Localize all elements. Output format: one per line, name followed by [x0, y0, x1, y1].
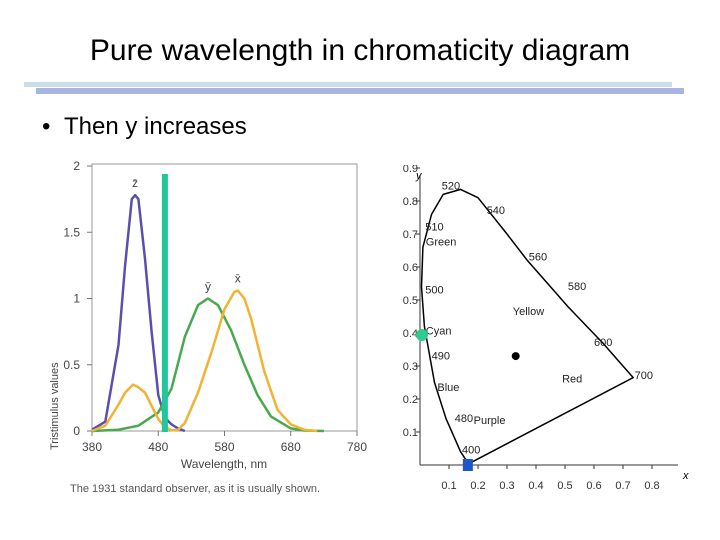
bullet-item: • Then y increases [42, 112, 247, 142]
x-tick-label: 0.3 [499, 480, 514, 492]
y-axis-label: Tristimulus values [49, 362, 61, 450]
x-axis-label: x [682, 470, 689, 482]
x-tick-label: 0.6 [586, 480, 601, 492]
y-bar-label: ȳ [205, 280, 211, 294]
title-rule-dark [36, 88, 684, 94]
x-bar-curve [91, 289, 318, 433]
y-tick-label: 0.4 [403, 328, 418, 340]
wavelength-label: 560 [529, 251, 547, 263]
z-bar-label: z̄ [132, 176, 138, 190]
wavelength-label: 580 [568, 281, 586, 293]
bullet-text: Then y increases [64, 113, 247, 140]
wavelength-label: 500 [425, 284, 443, 296]
region-label: Yellow [513, 306, 544, 318]
y-tick-label: 1 [73, 292, 80, 306]
region-label: Purple [474, 415, 506, 427]
wavelength-label: 540 [487, 205, 505, 217]
wavelength-label: 700 [635, 370, 653, 382]
x-tick-label: 480 [148, 440, 168, 454]
region-label: Green [426, 237, 457, 249]
region-label: Red [562, 374, 582, 386]
blue-point [462, 459, 473, 471]
y-tick-label: 0.3 [403, 361, 418, 373]
region-label: Blue [437, 382, 459, 394]
y-tick-label: 0.9 [403, 165, 418, 175]
y-tick-label: 0.5 [403, 295, 418, 307]
wavelength-label: 480 [455, 413, 473, 425]
title-rule-light [24, 82, 672, 87]
x-axis-label: Wavelength, nm [181, 457, 267, 471]
spectral-locus [420, 188, 634, 465]
y-bar-curve [91, 297, 324, 433]
chart-caption: The 1931 standard observer, as it is usu… [70, 483, 320, 495]
x-tick-label: 780 [347, 440, 367, 454]
x-tick-label: 0.5 [557, 480, 572, 492]
wavelength-label: 510 [425, 222, 443, 234]
region-label: Cyan [426, 326, 452, 338]
y-tick-label: 0.8 [403, 196, 418, 208]
y-axis-label: y [415, 170, 423, 182]
y-tick-label: 0.2 [403, 394, 418, 406]
wavelength-marker-line [161, 174, 168, 432]
x-tick-label: 680 [281, 440, 301, 454]
y-tick-label: 0 [73, 424, 80, 438]
y-tick-label: 0.1 [403, 427, 418, 439]
x-tick-label: 0.7 [615, 480, 630, 492]
bullet-dot-icon: • [42, 113, 51, 140]
x-tick-label: 0.2 [470, 480, 485, 492]
z-bar-curve [91, 193, 186, 433]
cyan-point [416, 329, 428, 341]
x-bar-label: x̄ [235, 272, 241, 286]
y-tick-label: 0.5 [63, 358, 80, 372]
x-tick-label: 0.8 [644, 480, 659, 492]
wavelength-label: 400 [462, 444, 480, 456]
wavelength-label: 600 [594, 337, 612, 349]
wavelength-label: 490 [432, 350, 450, 362]
y-tick-label: 0.7 [403, 229, 418, 241]
x-tick-label: 0.1 [441, 480, 456, 492]
x-tick-label: 0.4 [528, 480, 543, 492]
white-point [511, 352, 520, 361]
x-tick-label: 580 [214, 440, 234, 454]
y-tick-label: 0.6 [403, 262, 418, 274]
slide-title: Pure wavelength in chromaticity diagram [89, 34, 631, 67]
chromaticity-diagram: y x 0.1 0.2 0.3 0.4 0.5 0.6 0.7 0.8 0.9 0.1 0.2 0.3 0.… [403, 165, 689, 492]
x-tick-label: 380 [82, 440, 102, 454]
y-tick-label: 1.5 [63, 225, 80, 239]
y-tick-label: 2 [73, 159, 80, 173]
wavelength-label: 520 [442, 180, 460, 192]
color-matching-chart: 380 480 580 680 780 0 0.5 1 1.5 2 z̄ ȳ x̄ Tristimul… [49, 159, 367, 495]
